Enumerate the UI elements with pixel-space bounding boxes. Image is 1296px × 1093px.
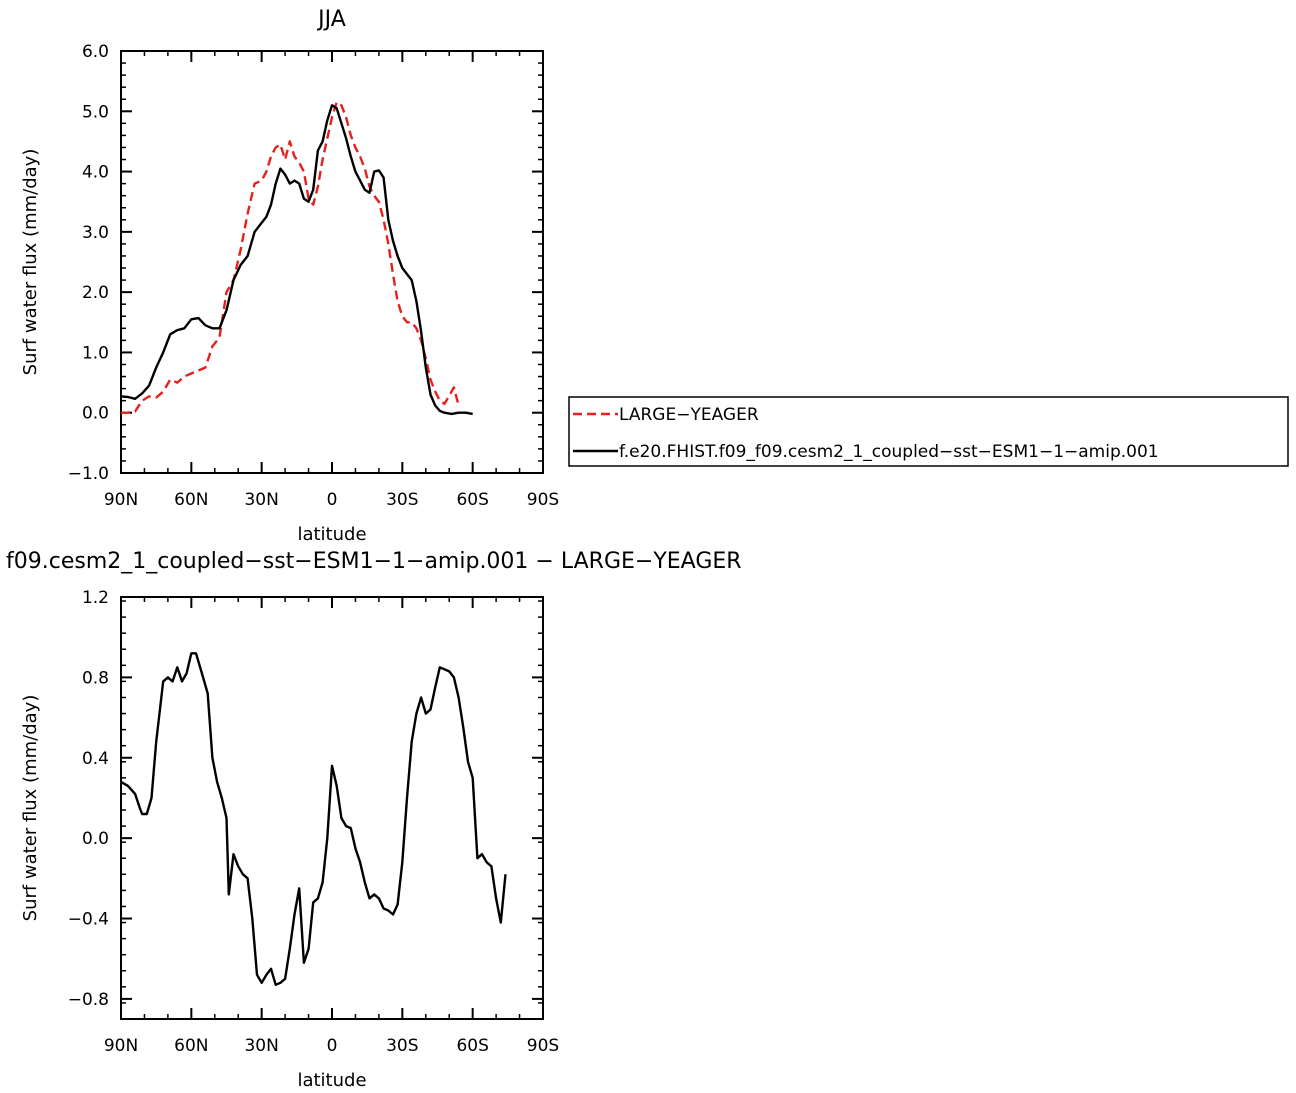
chart-top: 90N 60N 30N 0 30S 60S 90S −1.0 0.0 1.0 2.0 3.0 4.0 5.… [20, 7, 559, 545]
y-tick-label: −0.4 [68, 910, 109, 930]
y-axis-label: Surf water flux (mm/day) [20, 695, 41, 922]
series-line-0 [120, 652, 507, 986]
chart-title: JJA [316, 7, 346, 32]
x-tick-label: 60N [174, 1036, 208, 1056]
x-tick-label: 0 [327, 1036, 338, 1056]
series-line-0 [121, 101, 460, 414]
chart-title: f09.cesm2_1_coupled−sst−ESM1−1−amip.001 … [6, 549, 742, 574]
x-tick-label: 0 [327, 490, 338, 510]
x-tick-label: 90N [104, 1036, 138, 1056]
y-tick-label: 0.8 [82, 668, 109, 688]
y-tick-label: 2.0 [82, 283, 109, 303]
series-line-1 [120, 104, 473, 416]
x-tick-label: 60S [456, 490, 488, 510]
x-tick-label: 90S [527, 1036, 559, 1056]
y-tick-label: 4.0 [82, 163, 109, 183]
x-axis-label: latitude [297, 524, 366, 545]
y-axis-label: Surf water flux (mm/day) [20, 149, 41, 376]
y-tick-label: 5.0 [82, 102, 109, 122]
chart-bottom: 90N 60N 30N 0 30S 60S 90S −0.8 −0.4 0.0 0.4 0.8 1.2 f… [6, 549, 742, 1091]
legend-box [568, 396, 1289, 467]
y-tick-label: 3.0 [82, 223, 109, 243]
plot-frame [120, 50, 544, 474]
x-tick-label: 30S [386, 490, 418, 510]
x-tick-label: 90S [527, 490, 559, 510]
x-tick-label: 60N [174, 490, 208, 510]
x-tick-label: 60S [456, 1036, 488, 1056]
x-tick-label: 90N [104, 490, 138, 510]
x-tick-label: 30N [244, 490, 278, 510]
y-tick-label: 0.4 [82, 749, 109, 769]
y-tick-label: 1.0 [82, 343, 109, 363]
y-tick-label: 0.0 [82, 404, 109, 424]
y-tick-label: 0.0 [82, 829, 109, 849]
plot-frame [120, 596, 544, 1020]
y-tick-label: 1.2 [82, 588, 109, 608]
x-axis-label: latitude [297, 1070, 366, 1091]
x-tick-label: 30S [386, 1036, 418, 1056]
y-tick-label: 6.0 [82, 42, 109, 62]
legend-label-0: LARGE−YEAGER [619, 405, 759, 425]
y-tick-label: −1.0 [68, 464, 109, 484]
legend-label-1: f.e20.FHIST.f09_f09.cesm2_1_coupled−sst−… [619, 442, 1159, 462]
y-tick-label: −0.8 [68, 990, 109, 1010]
x-tick-label: 30N [244, 1036, 278, 1056]
legend: LARGE−YEAGER f.e20.FHIST.f09_f09.cesm2_1_… [568, 396, 1289, 467]
